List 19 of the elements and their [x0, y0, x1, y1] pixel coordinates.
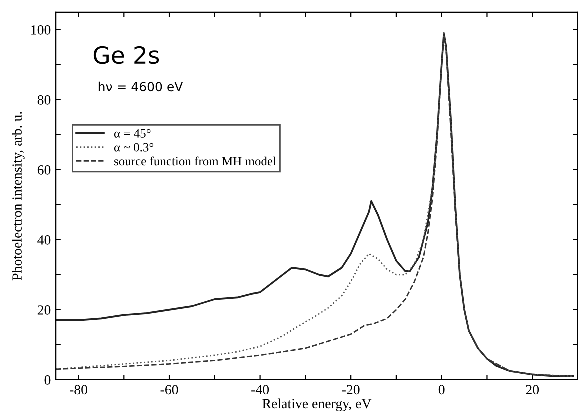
x-tick-label: -80 [70, 385, 88, 395]
annotation: Ge 2s [94, 46, 160, 64]
x-tick-label: 20 [526, 385, 540, 395]
y-tick-label: 20 [38, 306, 51, 315]
x-tick-label: 0 [438, 385, 445, 395]
x-axis-title: Relative energy, eV [262, 398, 372, 412]
y-tick-label: 100 [32, 25, 51, 35]
legend-label: source function from MH model [114, 156, 276, 166]
y-tick-label: 60 [38, 166, 51, 175]
legend-label: α = 45° [114, 129, 151, 138]
y-tick-label: 40 [38, 236, 51, 245]
x-tick-label: -20 [342, 385, 360, 395]
x-tick-label: -60 [160, 385, 178, 395]
legend-label: α ~ 0.3° [114, 143, 154, 152]
annotation: hν = 4600 eV [98, 82, 184, 92]
y-tick-label: 0 [44, 376, 51, 385]
y-axis-title: Photoelectron intensity, arb. u. [12, 112, 25, 281]
y-tick-label: 80 [38, 95, 51, 105]
x-tick-label: -40 [252, 385, 270, 395]
